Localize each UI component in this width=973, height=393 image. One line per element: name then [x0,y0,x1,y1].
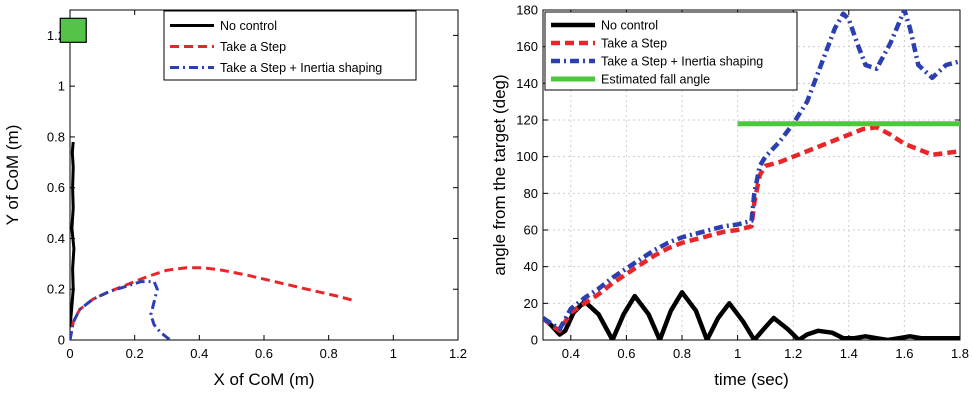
x-tick-label: 1.4 [840,346,858,361]
y-tick-label: 160 [516,39,538,54]
y-tick-label: 180 [516,3,538,18]
y-tick-label: 40 [524,259,538,274]
panel-angle-vs-time: 0.4 0.6 0.8 1 1.2 1.4 1.6 1.8 0 20 40 60 80 100 120 140… [490,3,969,390]
legend-label: Take a Step [220,40,286,54]
x-tick-label: 0.4 [190,346,208,361]
axes-frame [542,9,961,341]
x-tick-label: 0.8 [320,346,338,361]
y-tick-label: 1 [58,79,65,94]
y-tick-label: 120 [516,113,538,128]
series-line-take-a-step [543,125,960,334]
series-line-take-a-step-inertia-shaping [70,280,172,340]
x-tick-label: 1 [734,346,741,361]
x-tick-label: 1.6 [895,346,913,361]
target-marker [59,17,87,43]
y-tick-label: 0.8 [47,129,65,144]
y-tick-label: 0 [531,333,538,348]
y-tick-label: 140 [516,76,538,91]
legend-label: Take a Step [601,37,667,51]
y-tick-label: 0.4 [47,231,65,246]
y-tick-label: 20 [524,296,538,311]
legend: No control Take a Step Take a Step + Inert… [163,10,417,81]
x-axis-label: time (sec) [714,370,789,389]
x-tick-label: 0.2 [126,346,144,361]
series-line-no-control [543,290,960,340]
x-tick-label: 1.2 [449,346,467,361]
x-tick-label: 0.6 [617,346,635,361]
legend-label: Take a Step + Inertia shaping [220,61,382,75]
x-tick-label: 0.4 [562,346,580,361]
x-tick-label: 0 [66,346,73,361]
series-line-take-a-step-inertia-shaping [543,10,960,332]
x-tick-label: 0.8 [673,346,691,361]
y-tick-label: 100 [516,149,538,164]
series-line-no-control [70,141,76,328]
y-tick-label: 0 [58,333,65,348]
y-tick-label: 0.6 [47,180,65,195]
x-tick-label: 1.2 [784,346,802,361]
legend-label: Estimated fall angle [601,73,710,87]
series-line-take-a-step [70,266,355,340]
legend: No control Take a Step Take a Step + Inert… [544,11,798,91]
x-axis-label: X of CoM (m) [213,370,314,389]
x-tick-label: 1 [390,346,397,361]
y-tick-label: 0.2 [47,282,65,297]
x-tick-label: 1.8 [951,346,969,361]
legend-label: Take a Step + Inertia shaping [601,55,763,69]
y-tick-label: 80 [524,186,538,201]
legend-label: No control [220,19,277,33]
y-axis-label: Y of CoM (m) [3,125,22,226]
y-axis-label: angle from the target (deg) [490,74,509,275]
x-tick-label: 0.6 [255,346,273,361]
y-tick-label: 60 [524,223,538,238]
panel-com-trajectory: 0 0.2 0.4 0.6 0.8 1 1.200.20.40.60.811.2X of C… [3,9,467,389]
legend-label: No control [601,19,658,33]
